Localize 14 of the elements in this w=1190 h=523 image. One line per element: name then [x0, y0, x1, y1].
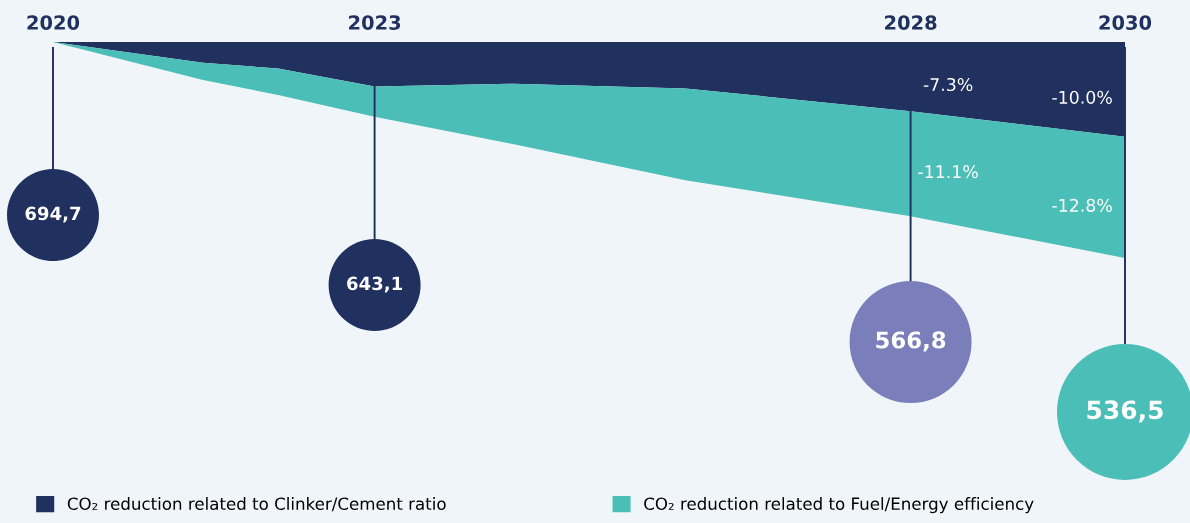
text: 536,5	[1087, 400, 1163, 423]
x-tick-label: 2030	[1099, 15, 1152, 30]
data-label: -7.3%	[923, 77, 973, 92]
x-tick-label: 2023	[349, 15, 401, 30]
data-label: -12.8%	[1052, 198, 1112, 212]
data-label: -10.0%	[1052, 90, 1112, 104]
legend-label: CO₂ reduction related to Clinker/Cement ratio	[67, 497, 446, 512]
text: 566,8	[876, 331, 946, 352]
annotation: 694,7	[25, 206, 81, 223]
text: 643,1	[347, 276, 402, 293]
x-tick-label: 2020	[27, 15, 80, 30]
data-label: -11.1%	[918, 165, 978, 179]
x-tick-label: 2028	[885, 15, 937, 30]
legend-label: CO₂ reduction related to Fuel/Energy efficiency	[644, 497, 1034, 514]
